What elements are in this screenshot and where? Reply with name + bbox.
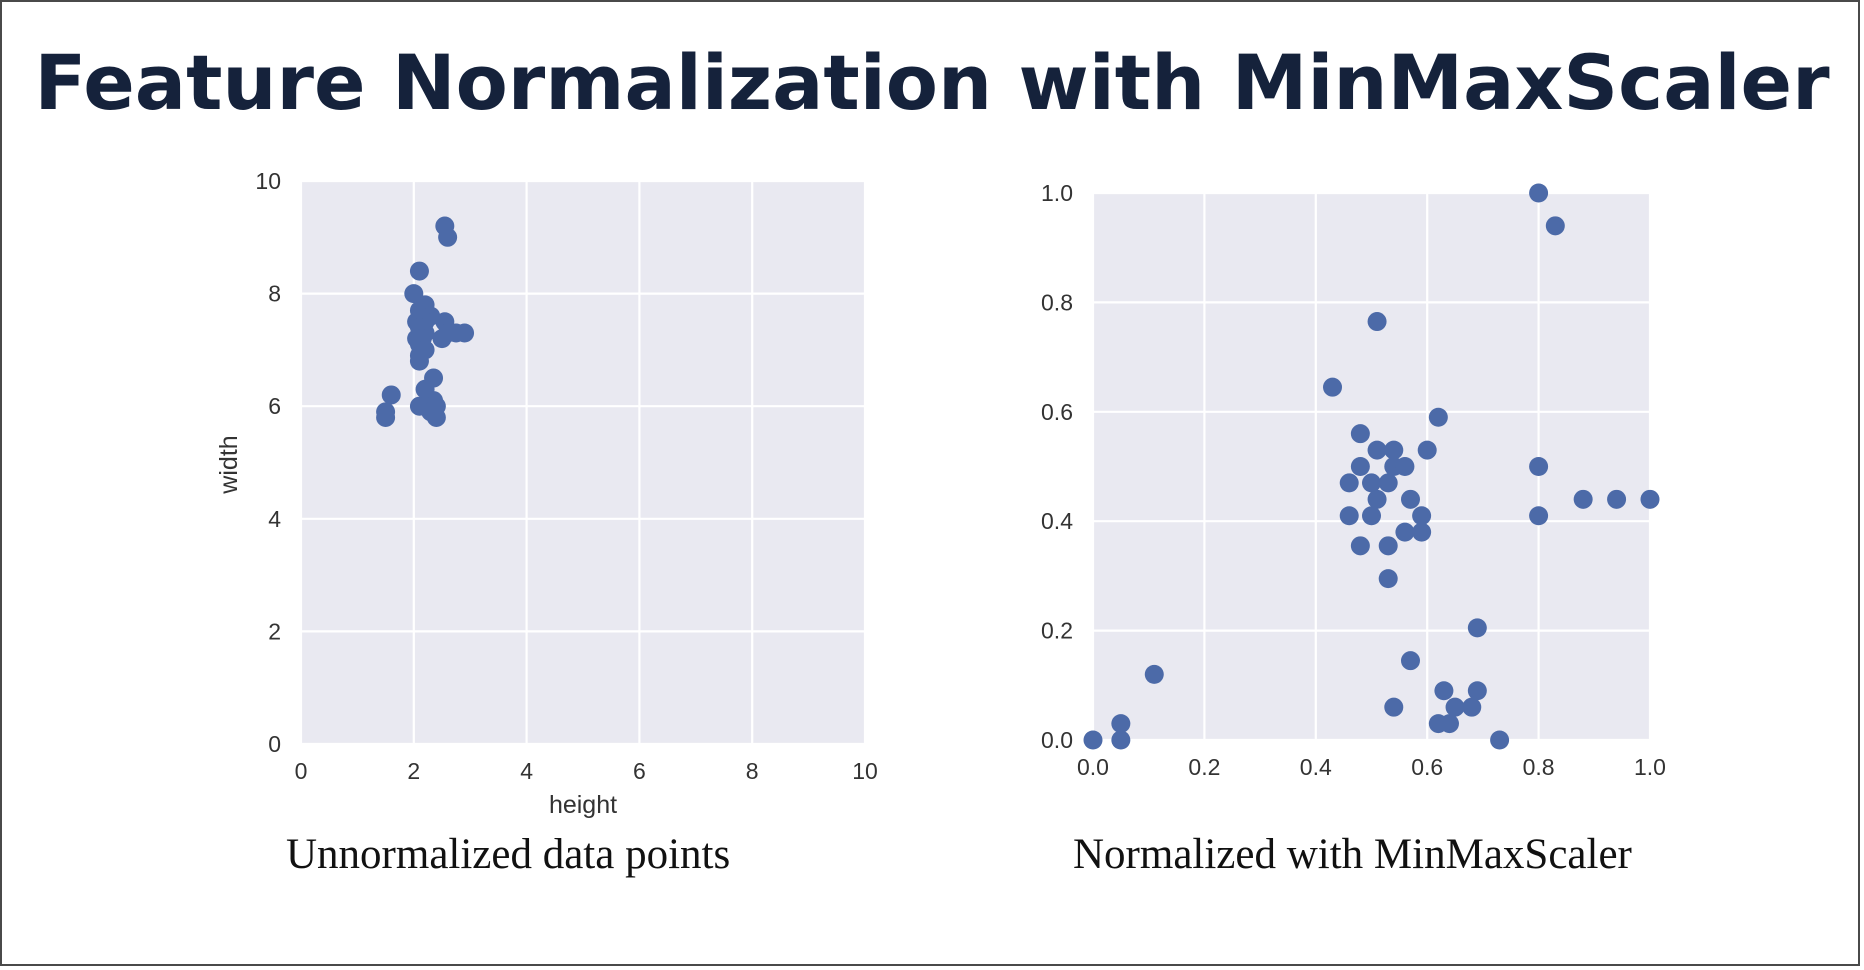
plot-area	[301, 181, 865, 744]
data-point	[1400, 651, 1420, 671]
y-tick-label: 4	[268, 506, 281, 532]
y-tick-label: 2	[268, 618, 281, 644]
y-tick-label: 6	[268, 393, 281, 419]
x-tick-label: 1.0	[1634, 754, 1666, 780]
data-point	[1395, 457, 1415, 476]
data-point	[1339, 473, 1359, 493]
caption-unnormalized: Unnormalized data points	[286, 831, 731, 878]
data-point	[1323, 377, 1343, 397]
data-point	[1428, 407, 1448, 427]
data-point	[1367, 312, 1387, 332]
data-point	[1339, 506, 1359, 526]
x-tick-label: 0.2	[1188, 754, 1220, 780]
slide-title: Feature Normalization with MinMaxScaler	[34, 38, 1830, 127]
data-point	[1445, 697, 1465, 717]
data-point	[1573, 489, 1593, 509]
data-point	[1350, 536, 1370, 556]
y-tick-label: 0.8	[1041, 289, 1073, 315]
data-point	[1362, 473, 1381, 493]
data-point	[1378, 536, 1398, 556]
data-point	[438, 227, 458, 247]
chart-unnormalized: 0 2 4 6 8 10 0 2 4 6 8 10 height width	[215, 168, 878, 819]
x-axis-label: height	[549, 791, 617, 819]
data-point	[1545, 216, 1565, 236]
data-point	[1111, 730, 1131, 750]
data-point	[1350, 424, 1370, 444]
chart-normalized: 0.0 0.2 0.4 0.6 0.8 1.0 0.0 0.2 0.4 0.6 0.8 1.0	[1041, 180, 1666, 780]
plot-area	[1093, 193, 1650, 740]
data-point	[409, 261, 429, 281]
data-point	[1400, 489, 1420, 509]
x-tick-label: 0.6	[1411, 754, 1443, 780]
data-point	[1412, 506, 1432, 526]
y-tick-label: 8	[268, 281, 281, 307]
y-tick-label: 10	[255, 168, 281, 194]
data-point	[1384, 440, 1404, 460]
data-point	[1529, 183, 1549, 203]
y-tick-label: 0.2	[1041, 618, 1073, 644]
data-point	[409, 351, 429, 371]
y-tick-label: 0.6	[1041, 399, 1073, 425]
data-point	[1367, 489, 1387, 509]
data-point	[1350, 457, 1370, 476]
data-point	[1607, 489, 1627, 509]
x-tick-label: 2	[407, 758, 420, 784]
data-point	[1417, 440, 1437, 460]
data-point	[1412, 522, 1432, 542]
data-point	[1529, 506, 1549, 526]
data-point	[381, 385, 401, 405]
data-point	[1384, 697, 1404, 717]
data-point	[1083, 730, 1103, 750]
data-point	[1367, 440, 1387, 460]
x-tick-label: 0	[295, 758, 308, 784]
data-point	[1111, 714, 1131, 734]
x-tick-label: 8	[746, 758, 759, 784]
data-point	[1378, 569, 1398, 589]
x-tick-label: 10	[852, 758, 878, 784]
data-point	[1640, 489, 1660, 509]
data-point	[1467, 618, 1487, 638]
data-point	[1439, 714, 1459, 734]
data-point	[1362, 506, 1381, 526]
data-point	[1462, 697, 1482, 717]
y-tick-label: 0	[268, 731, 281, 757]
y-tick-label: 1.0	[1041, 180, 1073, 206]
y-tick-label: 0.0	[1041, 727, 1073, 753]
data-point	[1395, 522, 1415, 542]
data-point	[1467, 681, 1487, 701]
data-point	[432, 329, 452, 349]
data-point	[1378, 473, 1398, 493]
data-point	[1434, 681, 1454, 701]
x-tick-label: 0.8	[1523, 754, 1555, 780]
x-tick-label: 0.0	[1077, 754, 1109, 780]
data-point	[455, 323, 475, 343]
data-point	[1490, 730, 1510, 750]
data-point	[1144, 664, 1164, 684]
y-axis-label: width	[215, 435, 243, 494]
y-tick-label: 0.4	[1041, 508, 1073, 534]
data-point	[426, 407, 446, 427]
x-tick-label: 6	[633, 758, 646, 784]
data-point	[1529, 457, 1549, 476]
x-tick-label: 0.4	[1300, 754, 1332, 780]
caption-normalized: Normalized with MinMaxScaler	[1073, 831, 1632, 878]
data-point	[376, 407, 396, 427]
x-tick-label: 4	[520, 758, 533, 784]
